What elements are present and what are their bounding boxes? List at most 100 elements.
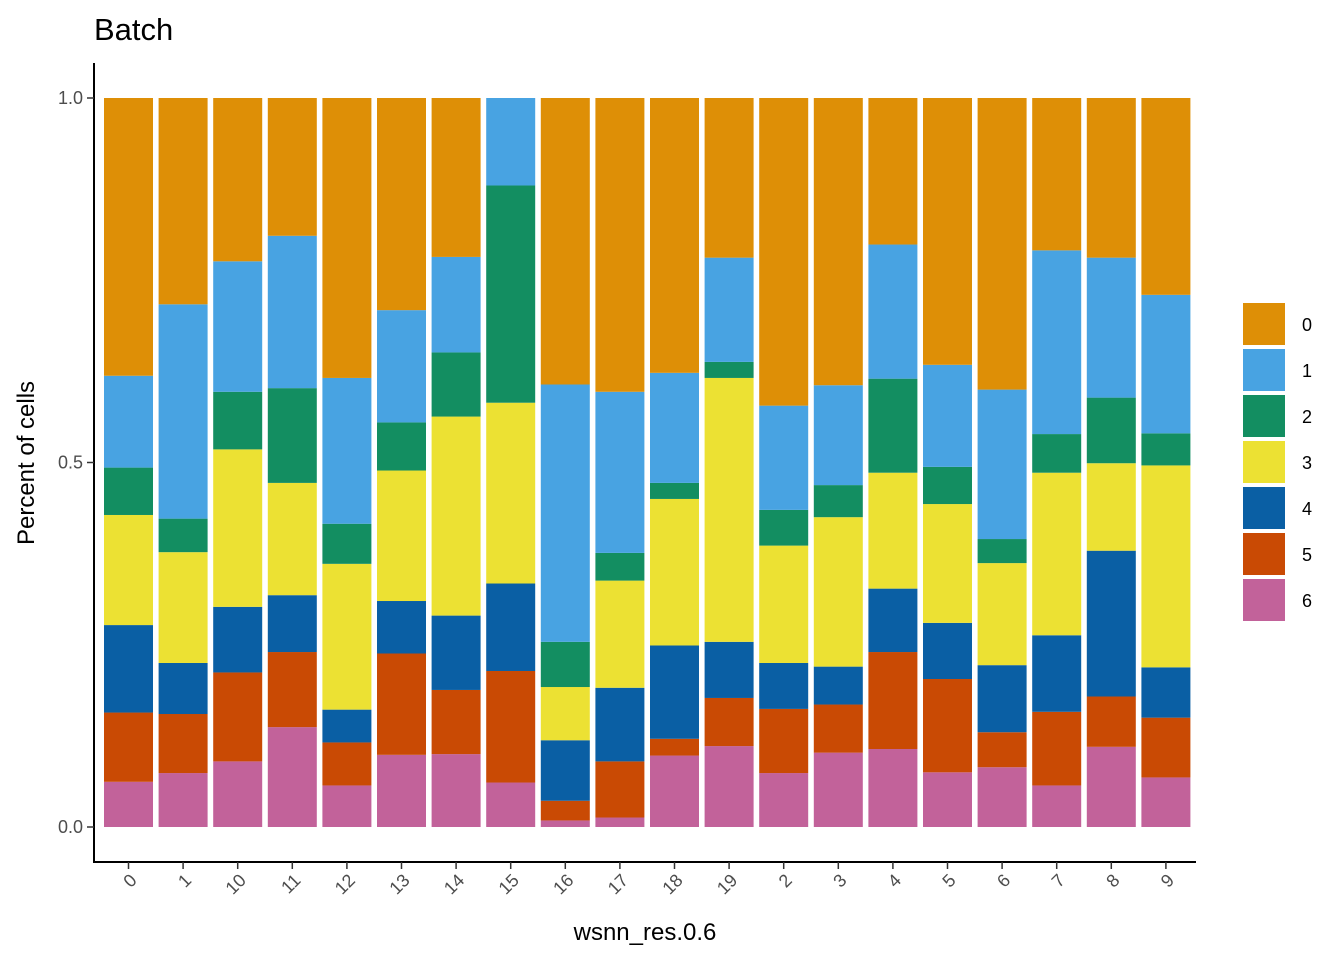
bar-segment-18-batch-0 [650,98,699,373]
bar-segment-2-batch-6 [759,773,809,827]
legend-swatch-2 [1243,395,1285,437]
bar-segment-9-batch-4 [1141,667,1191,718]
bar-segment-3-batch-2 [813,485,863,518]
bar-segment-11-batch-4 [267,595,317,653]
bar-segment-10-batch-6 [213,761,263,827]
bar-segment-11-batch-6 [267,727,317,827]
bar-segment-17-batch-5 [595,761,645,818]
bar-segment-16-batch-3 [540,687,590,741]
bar-segment-7-batch-2 [1032,434,1082,473]
legend-label-6: 6 [1302,591,1312,611]
x-axis-label: wsnn_res.0.6 [573,919,717,946]
bar-segment-9-batch-0 [1141,98,1191,295]
x-tick-label: 13 [385,870,413,898]
bar-segment-14-batch-2 [431,352,481,417]
bar-segment-15-batch-2 [486,185,536,403]
bar-segment-7-batch-3 [1032,472,1082,636]
bar-segment-0-batch-1 [104,375,153,468]
bar-segment-6-batch-4 [977,665,1027,733]
bar-segment-19-batch-3 [704,377,754,642]
bar-segment-11-batch-3 [267,482,317,596]
y-tick-label: 0.5 [58,453,83,473]
bar-segment-13-batch-2 [377,422,426,471]
x-tick-label: 19 [713,870,741,898]
bar-segment-17-batch-3 [595,580,645,688]
bar-segment-14-batch-4 [431,615,481,690]
bar-segment-11-batch-0 [267,98,317,236]
bar-segment-14-batch-3 [431,416,481,616]
bar-segment-11-batch-1 [267,235,317,389]
bar-segment-18-batch-1 [650,372,699,483]
bar-segment-9-batch-2 [1141,433,1191,466]
bar-segment-1-batch-3 [158,552,208,663]
bar-segment-8-batch-5 [1086,696,1136,747]
bar-segment-9-batch-1 [1141,294,1191,434]
x-tick-label: 9 [1157,870,1178,891]
x-tick-label: 11 [277,870,304,897]
bar-segment-11-batch-2 [267,388,317,483]
bar-segment-13-batch-6 [377,754,426,827]
x-tick-label: 7 [1048,870,1069,891]
bar-segment-12-batch-3 [322,563,372,710]
legend-label-5: 5 [1302,545,1312,565]
x-tick-label: 4 [884,870,905,891]
bar-segment-18-batch-6 [650,755,699,827]
bar-segment-9-batch-3 [1141,465,1191,668]
bar-segment-3-batch-1 [813,385,863,486]
x-tick-label: 8 [1102,870,1123,891]
bar-segment-5-batch-6 [923,772,972,827]
bar-segment-13-batch-1 [377,310,426,423]
x-axis: 0 1 10 11 12 13 14 15 16 17 18 19 2 3 4 5 6 7 8 9 [93,861,1196,898]
bar-segment-5-batch-1 [923,364,972,467]
x-tick-label: 18 [658,870,686,898]
bar-segment-5-batch-4 [923,622,972,680]
bar-segment-1-batch-6 [158,773,208,827]
bar-segment-5-batch-0 [923,98,972,365]
bar-segment-7-batch-4 [1032,635,1082,712]
x-tick-label: 10 [222,870,250,898]
bar-segment-8-batch-3 [1086,463,1136,551]
x-tick-label: 16 [549,870,577,898]
bar-segment-1-batch-0 [158,98,208,305]
x-tick-label: 17 [604,870,632,898]
bar-segment-0-batch-2 [104,467,153,515]
bar-segment-0-batch-0 [104,98,153,376]
bar-segment-19-batch-4 [704,641,754,698]
legend: 0 1 2 3 4 5 6 [1243,303,1312,621]
bar-segment-18-batch-2 [650,482,699,499]
legend-swatch-3 [1243,441,1285,483]
x-tick-label: 15 [495,870,523,898]
bar-segment-1-batch-5 [158,714,208,774]
bar-segment-13-batch-5 [377,653,426,755]
bar-segment-15-batch-5 [486,670,536,783]
bar-segment-1-batch-4 [158,662,208,715]
bar-segment-8-batch-0 [1086,98,1136,258]
bar-segment-11-batch-5 [267,652,317,728]
chart-title: Batch [94,12,173,47]
bar-segment-16-batch-2 [540,641,590,688]
bar-segment-5-batch-3 [923,504,972,623]
bar-segment-1-batch-1 [158,304,208,519]
bar-segment-4-batch-6 [868,749,918,827]
bar-segment-7-batch-6 [1032,785,1082,827]
bar-segment-10-batch-4 [213,606,263,673]
bar-segment-15-batch-1 [486,98,536,186]
y-axis-label: Percent of cells [13,381,40,545]
bar-segment-10-batch-2 [213,391,263,450]
legend-label-2: 2 [1302,407,1312,427]
bar-segment-10-batch-1 [213,261,263,392]
plot-area [104,98,1191,827]
bar-segment-0-batch-4 [104,625,153,713]
bar-segment-0-batch-3 [104,514,153,626]
bar-segment-19-batch-0 [704,98,754,258]
x-tick-label: 12 [331,870,359,898]
bar-segment-3-batch-6 [813,752,863,827]
bar-segment-6-batch-3 [977,563,1027,666]
bar-segment-16-batch-0 [540,98,590,385]
bar-segment-19-batch-5 [704,697,754,747]
bar-segment-17-batch-2 [595,552,645,581]
x-tick-label: 1 [174,870,195,891]
bar-segment-12-batch-1 [322,377,372,524]
bar-segment-15-batch-4 [486,583,536,671]
bar-segment-18-batch-5 [650,738,699,756]
